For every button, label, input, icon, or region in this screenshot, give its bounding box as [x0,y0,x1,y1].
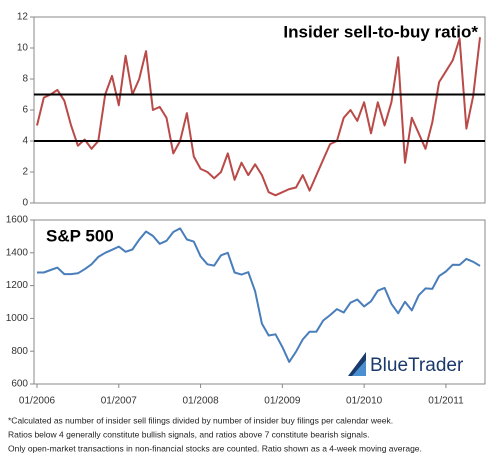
chart-title: Insider sell-to-buy ratio* [283,22,478,41]
y-tick-label: 4 [22,136,28,147]
x-tick-label: 01/2011 [428,396,464,407]
data-line [36,37,481,197]
y-tick-label: 8 [22,74,28,85]
y-tick-label: 1000 [6,313,29,324]
footnote: Ratios below 4 generally constitute bull… [8,429,369,439]
data-line [37,227,481,363]
logo: BlueTrader [348,352,464,376]
plot-frame [33,219,486,385]
x-tick-label: 01/2009 [264,396,301,407]
y-tick-label: 10 [17,43,29,54]
y-tick-label: 6 [22,105,28,116]
y-tick-label: 12 [17,12,29,23]
y-tick-label: 0 [22,198,28,209]
x-tick-label: 01/2007 [101,396,138,407]
x-tick-label: 01/2008 [182,396,219,407]
y-tick-label: 2 [22,167,28,178]
footnote: *Calculated as number of insider sell fi… [8,415,393,425]
y-tick-label: 800 [11,346,28,357]
footnote: Only open-market transactions in non-fin… [8,443,422,453]
y-tick-label: 1600 [6,215,29,226]
y-tick-label: 1400 [6,247,29,258]
y-tick-label: 600 [11,379,28,390]
x-tick-label: 01/2010 [346,396,383,407]
x-tick-label: 01/2006 [19,396,56,407]
chart-title: S&P 500 [46,226,114,245]
brand: BlueTrader [370,355,464,376]
logo-icon [352,360,366,376]
y-tick-label: 1200 [6,280,29,291]
